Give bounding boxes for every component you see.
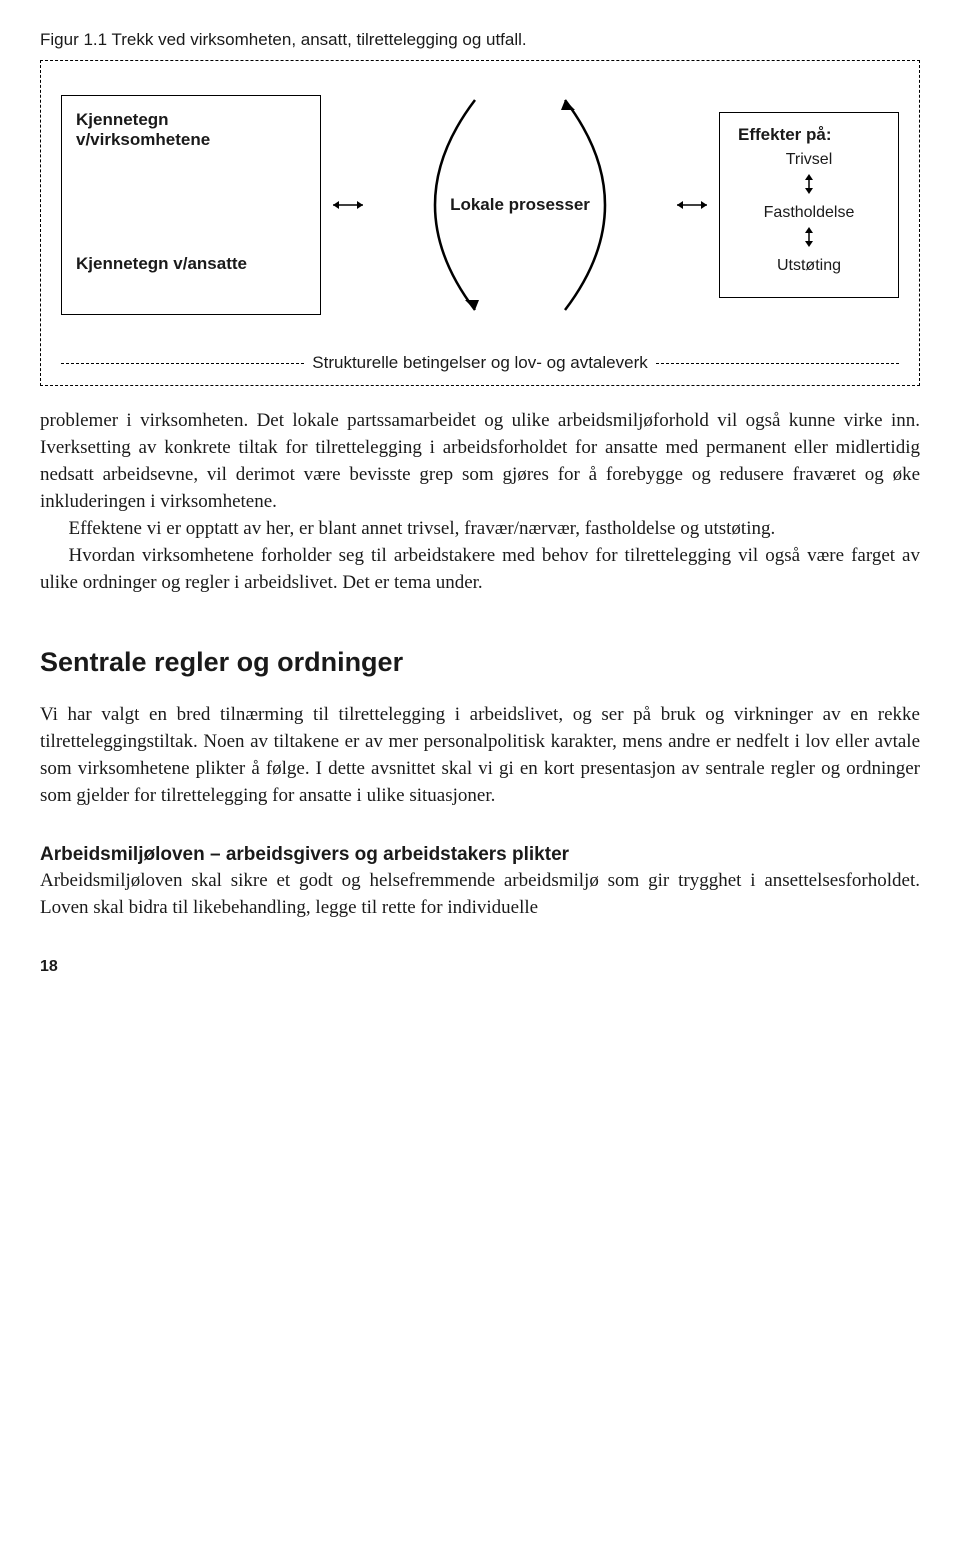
center-column: Lokale prosesser <box>375 85 665 325</box>
effects-list: Trivsel Fastholdelse Utstøting <box>738 151 880 275</box>
paragraph-text: problemer i virksomheten. Det lokale par… <box>40 410 920 512</box>
center-label: Lokale prosesser <box>446 195 594 215</box>
page-number: 18 <box>40 958 920 976</box>
paragraph: problemer i virksomheten. Det lokale par… <box>40 408 920 597</box>
effect-item: Utstøting <box>738 257 880 275</box>
paragraph-text: Effektene vi er opptatt av her, er blant… <box>40 516 920 543</box>
arrow-center-right <box>675 195 709 215</box>
dashed-line-right <box>656 363 899 364</box>
section-heading: Sentrale regler og ordninger <box>40 647 920 678</box>
figure-caption: Figur 1.1 Trekk ved virksomheten, ansatt… <box>40 30 920 50</box>
diagram-top-row: Kjennetegn v/virksomhetene Kjennetegn v/… <box>61 85 899 325</box>
arrow-left-center <box>331 195 365 215</box>
effect-item: Fastholdelse <box>738 204 880 222</box>
updown-arrow-icon <box>802 173 816 195</box>
right-box-header: Effekter på: <box>738 125 880 145</box>
diagram-bottom-row: Strukturelle betingelser og lov- og avta… <box>61 353 899 373</box>
updown-arrow-icon <box>802 226 816 248</box>
effect-item: Trivsel <box>738 151 880 169</box>
subsection-heading: Arbeidsmiljøloven – arbeidsgivers og arb… <box>40 844 920 866</box>
left-box-line2: Kjennetegn v/ansatte <box>76 254 306 274</box>
right-box: Effekter på: Trivsel Fastholdelse Utstøt… <box>719 112 899 298</box>
left-box: Kjennetegn v/virksomhetene Kjennetegn v/… <box>61 95 321 315</box>
paragraph-text: Hvordan virksomhetene forholder seg til … <box>40 543 920 597</box>
left-box-line1: Kjennetegn v/virksomhetene <box>76 110 306 150</box>
bottom-label: Strukturelle betingelser og lov- og avta… <box>304 353 655 373</box>
section-body: Vi har valgt en bred tilnærming til tilr… <box>40 702 920 810</box>
subsection-body: Arbeidsmiljøloven skal sikre et godt og … <box>40 868 920 922</box>
figure-diagram: Kjennetegn v/virksomhetene Kjennetegn v/… <box>40 60 920 386</box>
dashed-line-left <box>61 363 304 364</box>
